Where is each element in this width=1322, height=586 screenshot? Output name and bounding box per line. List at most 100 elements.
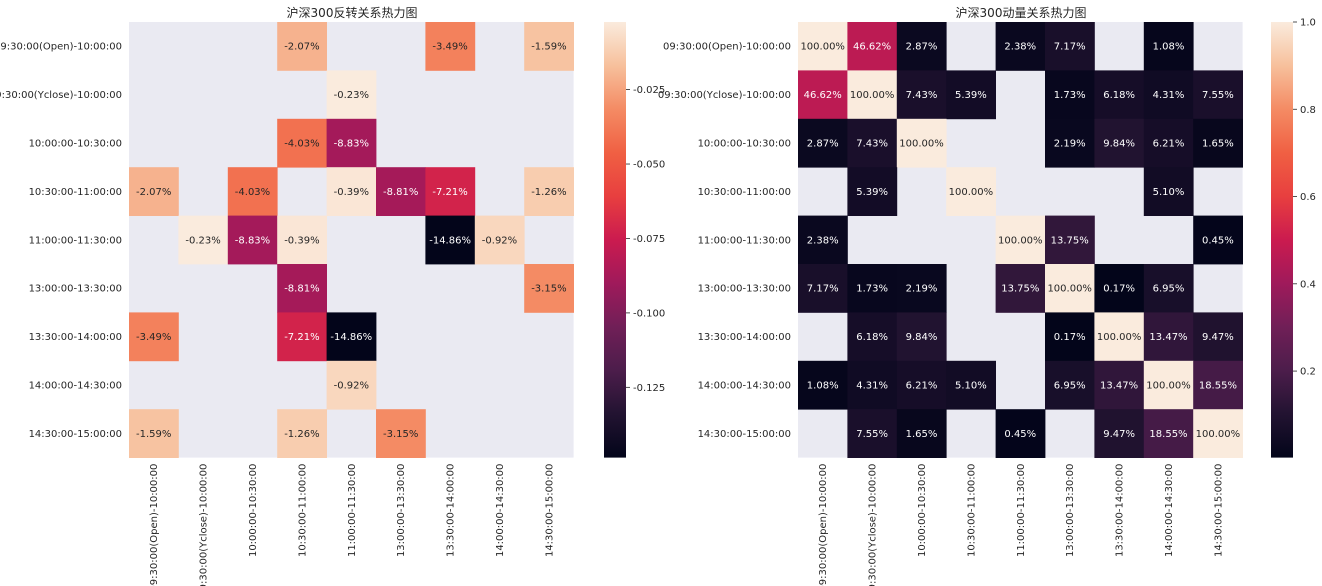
colorbar-tick-label: 0.4: [1300, 279, 1316, 290]
heatmap-cell: [524, 22, 574, 71]
heatmap-cell: [524, 264, 574, 313]
cell-value-label: 9.84%: [906, 332, 938, 343]
cell-value-label: -8.83%: [235, 235, 270, 246]
colorbar-tick-label: -0.100: [633, 308, 665, 319]
cell-value-label: 13.75%: [1051, 235, 1089, 246]
heatmap-cell: [376, 409, 426, 458]
cell-value-label: -8.83%: [334, 139, 369, 150]
cell-value-label: 100.00%: [1196, 429, 1241, 440]
heatmap-cell: [946, 167, 996, 216]
heatmap-cell: [1193, 118, 1243, 168]
cell-value-label: 1.08%: [807, 381, 839, 392]
heatmap-cell: [946, 70, 996, 120]
y-tick-label: 14:30:00-15:00:00: [29, 429, 122, 440]
x-tick-label: 09:30:00(Open)-10:00:00: [818, 464, 829, 586]
heatmap-cell: [326, 118, 377, 168]
cell-value-label: 4.31%: [1153, 90, 1185, 101]
heatmap-cell: [376, 167, 426, 216]
colorbar: [1271, 22, 1293, 458]
x-tick-label: 14:00:00-14:30:00: [1164, 464, 1175, 557]
x-tick-label: 14:30:00-15:00:00: [1213, 464, 1224, 557]
heatmap-cell: [1143, 360, 1194, 410]
heatmap-cell: [227, 215, 278, 265]
cell-value-label: 1.65%: [906, 429, 938, 440]
colorbar-tick-label: 0.2: [1300, 367, 1316, 378]
cell-value-label: 13.47%: [1149, 332, 1187, 343]
cell-value-label: 7.43%: [906, 90, 938, 101]
heatmap-cell: [1094, 264, 1145, 313]
heatmap-cell: [896, 118, 947, 168]
cell-value-label: 4.31%: [856, 381, 888, 392]
heatmap-cell: [1193, 312, 1243, 362]
heatmap-cell: [129, 409, 179, 458]
heatmap-cell: [1045, 118, 1095, 168]
heatmap-cell: [1143, 312, 1194, 362]
heatmap-cell: [425, 167, 476, 216]
cell-value-label: 6.18%: [856, 332, 888, 343]
cell-value-label: 9.47%: [1103, 429, 1135, 440]
cell-value-label: 1.08%: [1153, 42, 1185, 53]
cell-value-label: 7.17%: [1054, 42, 1086, 53]
cell-value-label: 5.39%: [856, 187, 888, 198]
cell-value-label: 6.95%: [1054, 381, 1086, 392]
heatmap-cell: [995, 22, 1046, 71]
heatmap-cell: [896, 409, 947, 458]
heatmap-cell: [129, 167, 179, 216]
cell-value-label: -7.21%: [432, 187, 467, 198]
heatmap-cell: [896, 312, 947, 362]
cell-value-label: 100.00%: [949, 187, 994, 198]
y-tick-label: 10:00:00-10:30:00: [698, 139, 791, 150]
colorbar-tick-label: 0.6: [1300, 192, 1316, 203]
colorbar-tick-label: 1.0: [1300, 18, 1316, 29]
cell-value-label: 5.39%: [955, 90, 987, 101]
heatmap-cell: [425, 22, 476, 71]
heatmap-cell: [995, 215, 1046, 265]
x-tick-label: 09:30:00(Yclose)-10:00:00: [199, 464, 210, 586]
y-tick-label: 14:00:00-14:30:00: [698, 381, 791, 392]
x-tick-label: 10:00:00-10:30:00: [917, 464, 928, 557]
heatmap-cell: [1143, 22, 1194, 71]
heatmap-cell: [995, 264, 1046, 313]
cell-value-label: 100.00%: [1047, 284, 1092, 295]
x-tick-label: 09:30:00(Yclose)-10:00:00: [868, 464, 879, 586]
x-tick-label: 14:00:00-14:30:00: [495, 464, 506, 557]
heatmap-cell: [1143, 264, 1194, 313]
colorbar-tick-label: 0.8: [1300, 105, 1316, 116]
cell-value-label: 6.95%: [1153, 284, 1185, 295]
heatmap-cell: [847, 118, 898, 168]
heatmap-cell: [798, 118, 848, 168]
y-tick-label: 13:00:00-13:30:00: [698, 284, 791, 295]
cell-value-label: -3.49%: [136, 332, 171, 343]
y-tick-label: 14:30:00-15:00:00: [698, 429, 791, 440]
colorbar: [604, 22, 626, 458]
x-tick-label: 09:30:00(Open)-10:00:00: [149, 464, 160, 586]
heatmap-cell: [896, 264, 947, 313]
heatmap-cell: [326, 360, 377, 410]
cell-value-label: 6.21%: [906, 381, 938, 392]
cell-value-label: -2.07%: [284, 42, 319, 53]
x-tick-label: 10:30:00-11:00:00: [966, 464, 977, 557]
y-tick-label: 10:30:00-11:00:00: [29, 187, 122, 198]
heatmap-cell: [847, 70, 898, 120]
heatmap-cell: [1045, 264, 1095, 313]
cell-value-label: 5.10%: [1153, 187, 1185, 198]
cell-value-label: -0.92%: [334, 381, 369, 392]
x-tick-label: 13:30:00-14:00:00: [1115, 464, 1126, 557]
cell-value-label: 2.19%: [1054, 139, 1086, 150]
cell-value-label: -1.59%: [531, 42, 566, 53]
cell-value-label: 7.55%: [1202, 90, 1234, 101]
cell-value-label: 5.10%: [955, 381, 987, 392]
x-tick-label: 13:00:00-13:30:00: [1065, 464, 1076, 557]
heatmap-cell: [227, 167, 278, 216]
cell-value-label: 18.55%: [1149, 429, 1187, 440]
cell-value-label: -0.39%: [284, 235, 319, 246]
cell-value-label: 100.00%: [998, 235, 1043, 246]
heatmap-cell: [326, 70, 377, 120]
cell-value-label: 2.87%: [906, 42, 938, 53]
cell-value-label: 1.65%: [1202, 139, 1234, 150]
cell-value-label: -1.59%: [136, 429, 171, 440]
colorbar-tick-label: -0.075: [633, 234, 665, 245]
heatmap-cell: [896, 22, 947, 71]
cell-value-label: 0.45%: [1004, 429, 1036, 440]
heatmap-cell: [798, 70, 848, 120]
